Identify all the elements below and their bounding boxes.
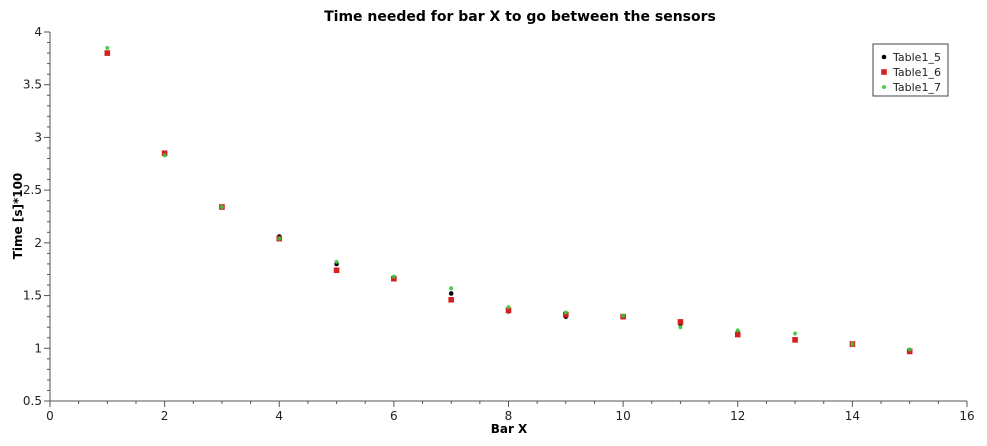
legend-label: Table1_7 <box>892 81 941 94</box>
y-tick-label: 0.5 <box>23 394 42 408</box>
point-table1_6 <box>161 150 168 157</box>
point-table1_7 <box>105 45 110 50</box>
x-tick-label: 0 <box>46 409 54 423</box>
point-table1_7 <box>219 205 224 210</box>
point-table1_7 <box>678 325 683 330</box>
legend-marker-table1_7 <box>882 85 886 89</box>
x-tick-label: 4 <box>275 409 283 423</box>
x-tick-label: 16 <box>959 409 974 423</box>
data-points <box>104 45 913 355</box>
point-table1_6 <box>333 267 340 274</box>
point-table1_6 <box>391 275 397 282</box>
point-table1_7 <box>850 342 855 347</box>
x-tick-label: 10 <box>615 409 630 423</box>
x-tick-label: 6 <box>390 409 398 423</box>
point-table1_6 <box>505 307 512 314</box>
x-tick-label: 12 <box>730 409 745 423</box>
y-axis-label: Time [s]*100 <box>11 173 25 260</box>
point-table1_7 <box>563 310 568 315</box>
y-tick-label: 2 <box>34 236 42 250</box>
point-table1_7 <box>391 274 396 279</box>
y-tick-label: 1 <box>34 341 42 355</box>
point-table1_7 <box>162 153 167 158</box>
chart-title: Time needed for bar X to go between the … <box>324 9 716 25</box>
point-table1_6 <box>563 311 569 318</box>
x-tick-label: 14 <box>845 409 860 423</box>
point-table1_7 <box>793 331 798 336</box>
point-table1_6 <box>792 337 798 343</box>
point-table1_7 <box>506 305 511 310</box>
legend-label: Table1_6 <box>892 66 941 79</box>
point-table1_6 <box>448 296 454 303</box>
y-tick-label: 3 <box>34 130 42 144</box>
point-table1_6 <box>906 348 913 355</box>
point-table1_7 <box>735 328 740 333</box>
point-table1_6 <box>677 319 684 325</box>
point-table1_7 <box>277 236 282 241</box>
y-tick-label: 3.5 <box>23 78 42 92</box>
point-table1_7 <box>907 347 912 352</box>
y-tick-label: 4 <box>34 25 42 39</box>
legend-marker-table1_5 <box>881 54 887 60</box>
y-tick-label: 2.5 <box>23 183 42 197</box>
x-tick-label: 2 <box>161 409 169 423</box>
legend-label: Table1_5 <box>892 51 941 64</box>
legend-marker-table1_6 <box>881 69 887 75</box>
point-table1_7 <box>621 313 626 318</box>
y-tick-label: 1.5 <box>23 289 42 303</box>
axes: 0 2 4 6 8 10 12 14 16 0.5 1 1.5 2 2.5 3 3.5 4 <box>23 25 975 423</box>
x-tick-label: 8 <box>505 409 513 423</box>
point-table1_7 <box>334 259 339 264</box>
point-table1_7 <box>449 286 454 291</box>
point-table1_6 <box>734 331 741 338</box>
point-table1_5 <box>448 291 454 296</box>
point-table1_6 <box>104 50 111 56</box>
x-axis-label: Bar X <box>491 422 528 436</box>
legend: Table1_5 Table1_6 Table1_7 <box>872 43 949 97</box>
